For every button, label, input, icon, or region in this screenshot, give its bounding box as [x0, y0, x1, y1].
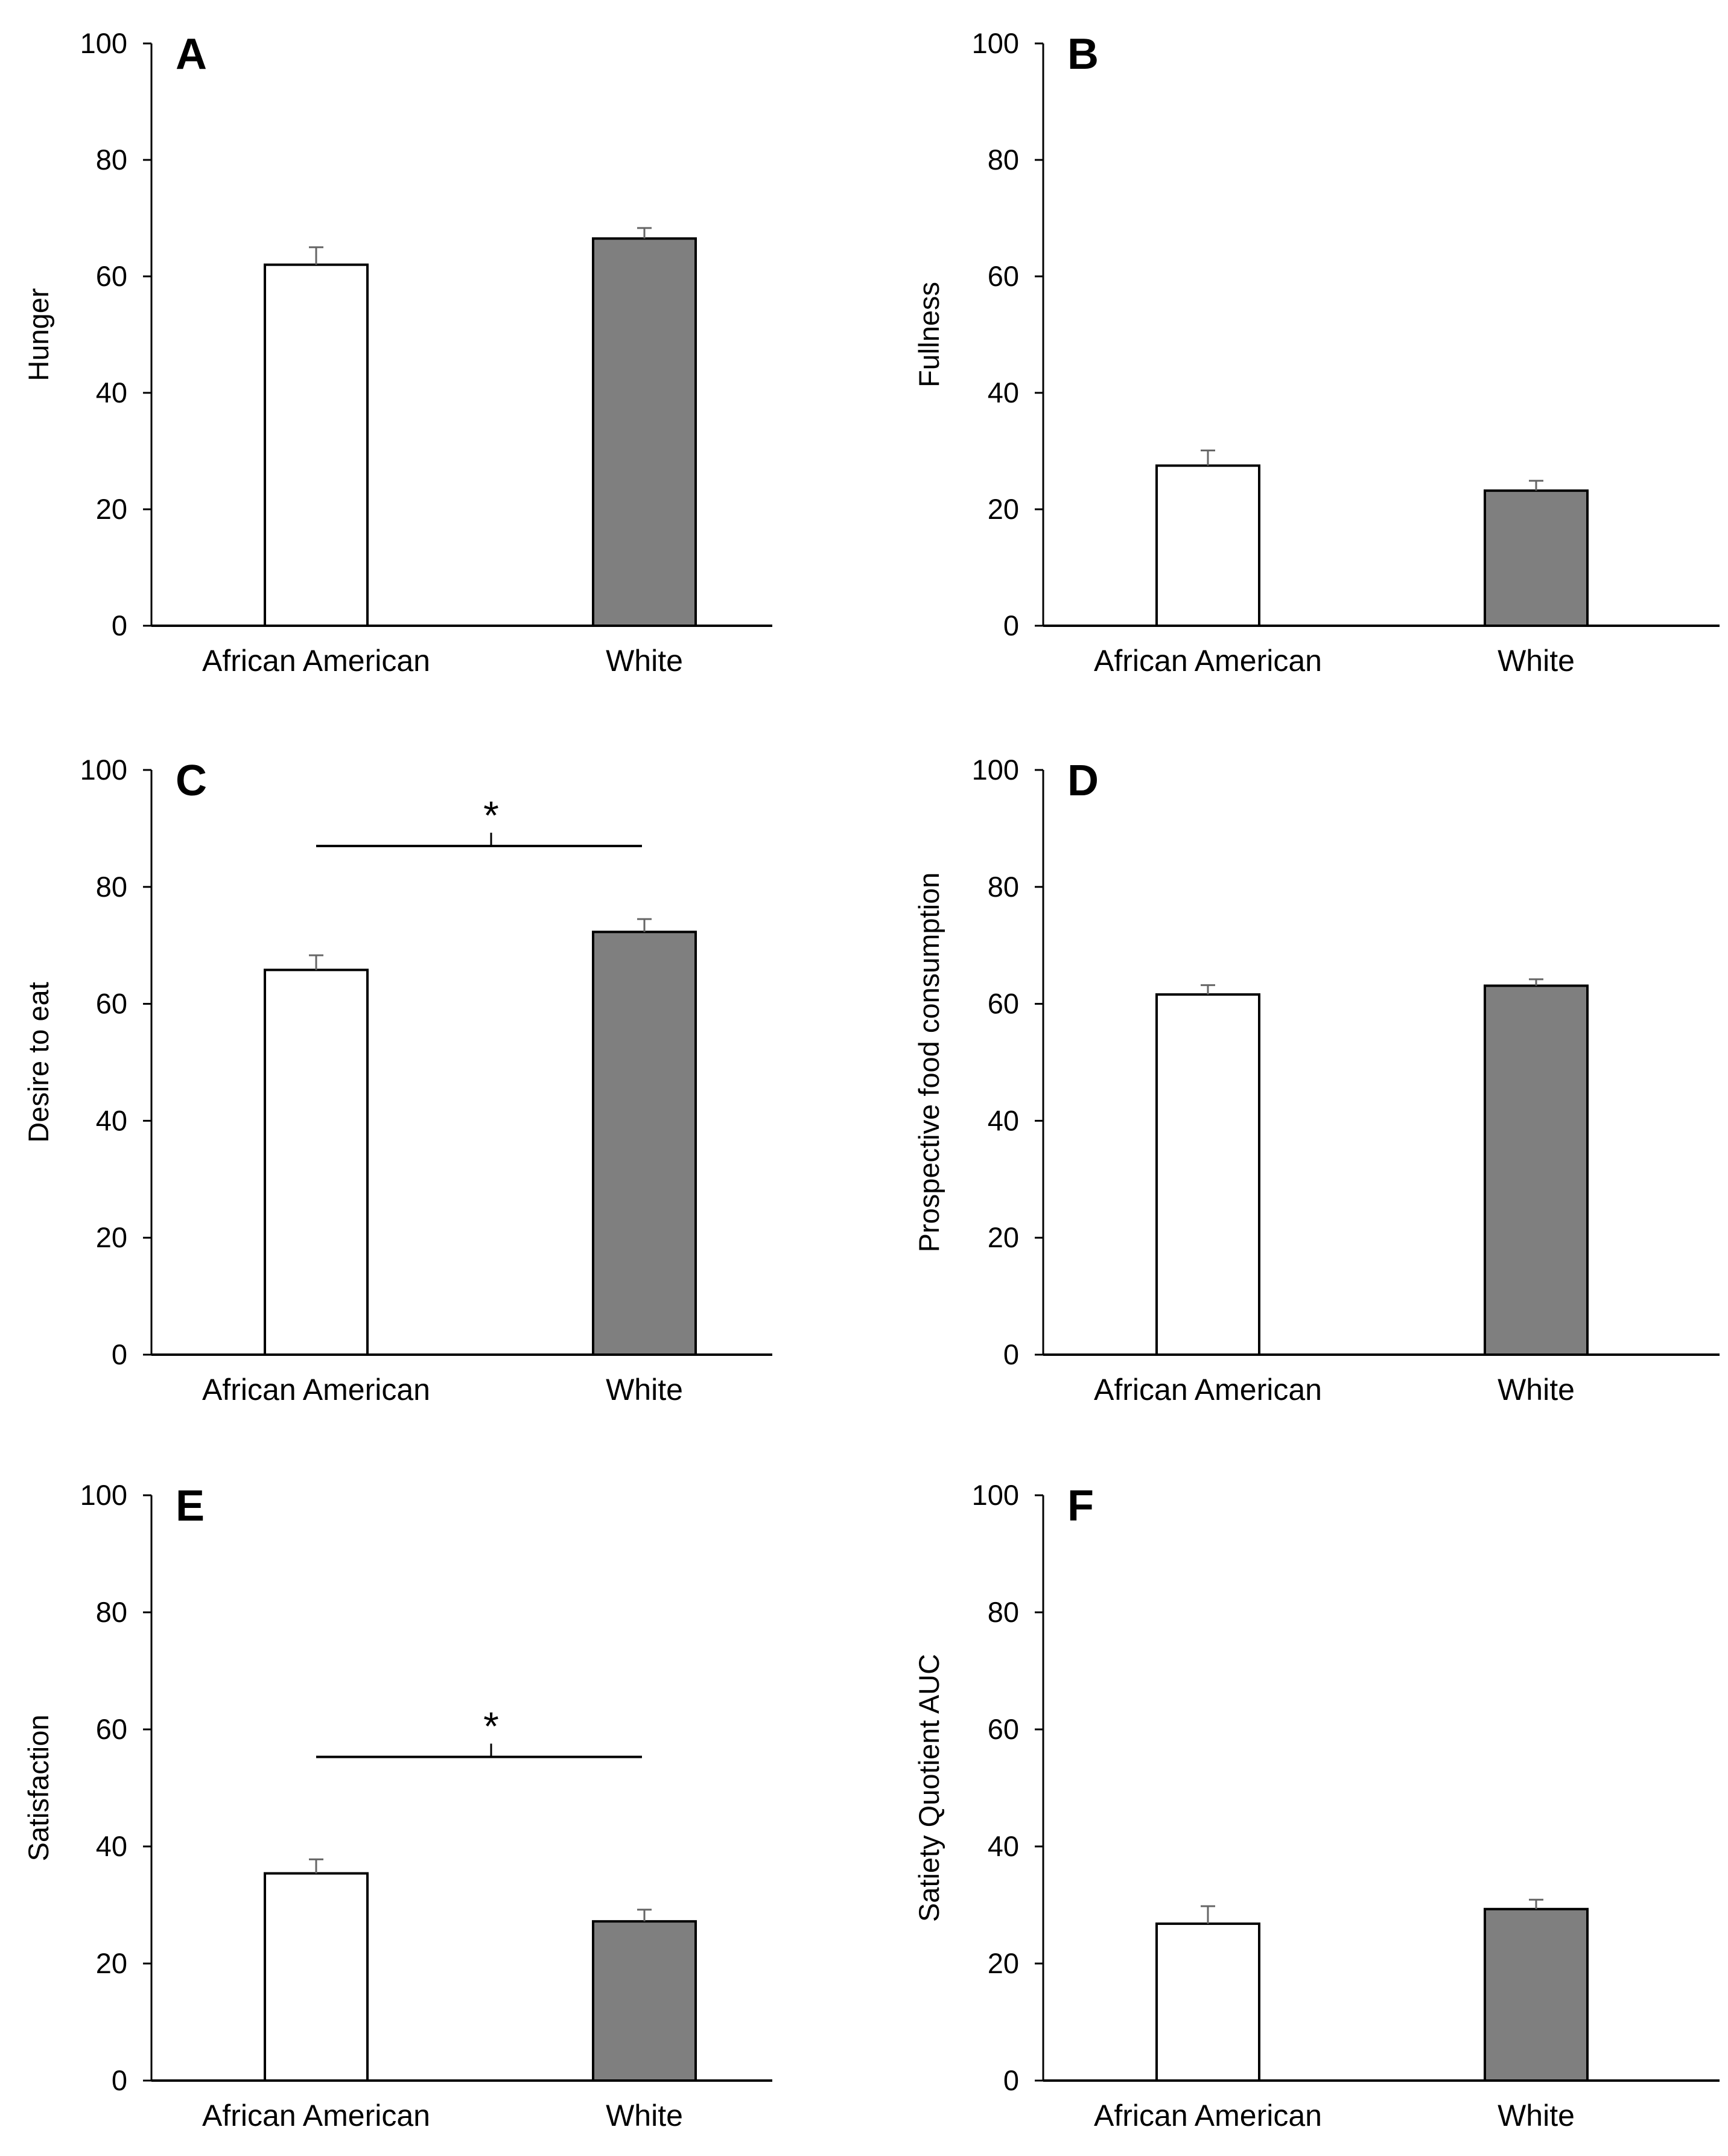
bar [592, 930, 697, 1356]
panel-letter: B [1067, 30, 1099, 78]
y-tick-label: 80 [988, 871, 1019, 903]
y-tick-label: 80 [96, 1596, 127, 1628]
y-tick-label: 40 [96, 1104, 127, 1136]
panel-b: 0 20 40 60 80 100 Fullness B African American Whi… [913, 27, 1720, 678]
category-label: African American [1094, 1373, 1322, 1407]
panel-letter: F [1067, 1482, 1094, 1530]
panel-f: 0 20 40 60 80 100 Satiety Quotient AUC F African… [913, 1479, 1720, 2132]
y-tick-label: 20 [96, 1221, 127, 1253]
panel-letter: D [1067, 757, 1099, 805]
category-label: African American [1094, 644, 1322, 678]
y-tick-label: 0 [1003, 609, 1019, 641]
bar [1484, 984, 1589, 1356]
y-tick-label: 20 [988, 1221, 1019, 1253]
y-tick-label: 40 [96, 1830, 127, 1862]
y-tick-label: 20 [96, 1947, 127, 1979]
panel-a: 0 20 40 60 80 100 Hunger A African American White [22, 27, 772, 678]
y-axis-label: Satisfaction [22, 1715, 54, 1862]
y-tick-label: 80 [96, 144, 127, 176]
bar [592, 237, 697, 627]
y-tick-label: 80 [988, 144, 1019, 176]
panel-letter: C [176, 757, 207, 805]
y-tick-label: 0 [1003, 2064, 1019, 2096]
bar [1155, 1922, 1260, 2082]
y-tick-label: 100 [972, 1479, 1019, 1511]
panel-c: 0 20 40 60 80 100 Desire to eat C African Americ… [22, 754, 772, 1407]
y-tick-label: 80 [96, 871, 127, 903]
y-tick-label: 60 [96, 988, 127, 1020]
category-label: White [606, 1373, 683, 1407]
panel-e: 0 20 40 60 80 100 Satisfaction E African America… [22, 1479, 772, 2132]
category-label: White [1498, 2099, 1575, 2132]
y-axis-label: Desire to eat [22, 982, 54, 1142]
bar [1155, 464, 1260, 627]
y-tick-label: 100 [972, 754, 1019, 786]
panel-letter: A [176, 30, 207, 78]
y-tick-label: 0 [1003, 1338, 1019, 1370]
y-tick-label: 0 [112, 609, 127, 641]
panel-letter: E [176, 1482, 205, 1530]
category-label: White [1498, 1373, 1575, 1407]
category-label: White [1498, 644, 1575, 678]
y-tick-label: 40 [96, 377, 127, 409]
y-tick-label: 20 [988, 1947, 1019, 1979]
y-tick-label: 40 [988, 377, 1019, 409]
significance-star: * [483, 793, 499, 838]
category-label: White [606, 644, 683, 678]
category-label: African American [1094, 2099, 1322, 2132]
y-axis-label: Satiety Quotient AUC [913, 1654, 945, 1922]
y-axis-label: Prospective food consumption [913, 873, 945, 1253]
y-tick-label: 60 [96, 1713, 127, 1745]
category-label: White [606, 2099, 683, 2132]
bar [1484, 489, 1589, 627]
y-tick-label: 100 [80, 754, 127, 786]
bar [592, 1920, 697, 2082]
y-tick-label: 80 [988, 1596, 1019, 1628]
y-tick-label: 20 [96, 493, 127, 525]
y-tick-label: 40 [988, 1104, 1019, 1136]
y-tick-label: 60 [96, 260, 127, 292]
category-label: African American [202, 2099, 430, 2132]
bar [264, 263, 369, 627]
bar [1155, 993, 1260, 1356]
bar [264, 1872, 369, 2082]
category-label: African American [202, 644, 430, 678]
y-tick-label: 20 [988, 493, 1019, 525]
category-label: African American [202, 1373, 430, 1407]
y-tick-label: 100 [972, 27, 1019, 59]
y-tick-label: 100 [80, 27, 127, 59]
bar [1484, 1907, 1589, 2082]
panel-d: 0 20 40 60 80 100 Prospective food consumption… [913, 754, 1720, 1407]
y-tick-label: 40 [988, 1830, 1019, 1862]
y-tick-label: 60 [988, 988, 1019, 1020]
y-tick-label: 60 [988, 260, 1019, 292]
y-tick-label: 100 [80, 1479, 127, 1511]
y-tick-label: 60 [988, 1713, 1019, 1745]
y-tick-label: 0 [112, 2064, 127, 2096]
y-tick-label: 0 [112, 1338, 127, 1370]
y-axis-label: Fullness [913, 282, 945, 387]
significance-star: * [483, 1704, 499, 1749]
bar [264, 968, 369, 1356]
y-axis-label: Hunger [22, 288, 54, 381]
